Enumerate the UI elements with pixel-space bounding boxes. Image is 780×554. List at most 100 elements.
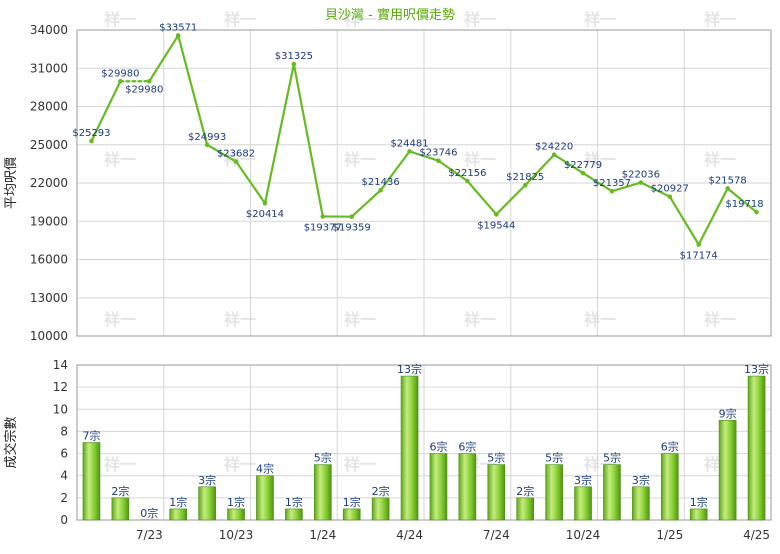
- xtick-4: 7/24: [483, 528, 510, 542]
- top-ytick-2: 16000: [30, 253, 68, 267]
- top-ytick-3: 19000: [30, 214, 68, 228]
- line-label-16: $24220: [535, 142, 573, 153]
- watermark-0-0: 祥一: [104, 10, 136, 29]
- line-point-2: [147, 79, 152, 84]
- bottom-ytick-7: 14: [53, 358, 68, 372]
- bar-7: [285, 509, 302, 520]
- bar-label-13: 6宗: [458, 440, 476, 454]
- bottom-ytick-6: 12: [53, 380, 68, 394]
- line-label-15: $21825: [506, 172, 544, 183]
- line-label-12: $23746: [419, 148, 457, 159]
- watermark-0-5: 祥一: [704, 10, 736, 29]
- bar-5: [228, 509, 245, 520]
- line-point-3: [176, 33, 181, 38]
- top-ytick-7: 31000: [30, 61, 68, 75]
- bottom-ytick-4: 8: [60, 424, 68, 438]
- line-label-4: $24993: [188, 132, 226, 143]
- watermark-3-1: 祥一: [224, 455, 256, 474]
- watermark-1-5: 祥一: [704, 150, 736, 169]
- bar-20: [661, 454, 678, 520]
- bar-label-16: 5宗: [545, 451, 563, 465]
- line-label-6: $20414: [246, 209, 284, 220]
- line-label-13: $22156: [448, 168, 486, 179]
- bottom-ytick-0: 0: [60, 513, 68, 527]
- top-ytick-8: 34000: [30, 23, 68, 37]
- line-point-0: [89, 139, 94, 144]
- xtick-6: 1/25: [656, 528, 683, 542]
- bar-label-18: 5宗: [603, 451, 621, 465]
- top-ytick-4: 22000: [30, 176, 68, 190]
- bar-label-11: 13宗: [397, 362, 422, 376]
- line-point-18: [610, 189, 615, 194]
- bar-label-7: 1宗: [285, 495, 303, 509]
- line-label-19: $22036: [622, 170, 660, 181]
- top-ytick-5: 25000: [30, 138, 68, 152]
- line-point-22: [725, 186, 730, 191]
- bar-label-22: 9宗: [719, 406, 737, 420]
- line-label-9: $19359: [333, 223, 371, 234]
- bar-label-8: 5宗: [314, 451, 332, 465]
- bar-label-14: 5宗: [487, 451, 505, 465]
- line-point-6: [263, 201, 268, 206]
- bar-label-17: 3宗: [574, 473, 592, 487]
- watermark-3-0: 祥一: [104, 455, 136, 474]
- line-label-5: $23682: [217, 149, 255, 160]
- line-label-20: $20927: [651, 184, 689, 195]
- bar-8: [314, 465, 331, 520]
- bar-label-1: 2宗: [111, 484, 129, 498]
- bar-23: [748, 376, 765, 520]
- bar-label-9: 1宗: [343, 495, 361, 509]
- line-point-16: [552, 152, 557, 157]
- line-point-7: [292, 62, 297, 67]
- bar-label-3: 1宗: [169, 495, 187, 509]
- bar-3: [170, 509, 187, 520]
- watermark-2-4: 祥一: [584, 310, 616, 329]
- top-ytick-0: 10000: [30, 329, 68, 343]
- bar-label-10: 2宗: [372, 484, 390, 498]
- xtick-0: 7/23: [136, 528, 163, 542]
- line-segment-7: [294, 64, 323, 216]
- line-point-20: [667, 194, 672, 199]
- line-label-2: $29980: [125, 84, 163, 95]
- xtick-2: 1/24: [309, 528, 336, 542]
- bar-label-2: 0宗: [140, 506, 158, 520]
- line-point-15: [523, 183, 528, 188]
- bar-16: [546, 465, 563, 520]
- line-point-1: [118, 79, 123, 84]
- line-segment-13: [467, 181, 496, 214]
- line-point-14: [494, 212, 499, 217]
- bottom-ylabel: 成交宗數: [3, 416, 19, 468]
- watermark-0-3: 祥一: [464, 10, 496, 29]
- watermark-1-2: 祥一: [344, 150, 376, 169]
- bar-19: [632, 487, 649, 520]
- line-segment-6: [265, 64, 294, 203]
- line-segment-3: [178, 35, 207, 144]
- xtick-5: 10/24: [566, 528, 601, 542]
- line-point-21: [696, 242, 701, 247]
- line-segment-21: [699, 188, 728, 244]
- bar-label-4: 3宗: [198, 473, 216, 487]
- watermark-2-1: 祥一: [224, 310, 256, 329]
- bar-10: [372, 498, 389, 520]
- xtick-1: 10/23: [219, 528, 254, 542]
- bar-1: [112, 498, 129, 520]
- bar-9: [343, 509, 360, 520]
- bar-label-0: 7宗: [82, 429, 100, 443]
- bar-14: [488, 465, 505, 520]
- watermark-0-1: 祥一: [224, 10, 256, 29]
- line-point-13: [465, 179, 470, 184]
- bar-12: [430, 454, 447, 520]
- bar-18: [603, 465, 620, 520]
- bar-label-19: 3宗: [632, 473, 650, 487]
- line-point-10: [378, 188, 383, 193]
- bottom-ytick-1: 2: [60, 491, 68, 505]
- watermark-2-0: 祥一: [104, 310, 136, 329]
- chart-title: 貝沙灣 - 實用呎價走勢: [325, 7, 455, 23]
- top-ylabel: 平均呎價: [4, 157, 19, 209]
- line-point-11: [407, 149, 412, 154]
- bar-13: [459, 454, 476, 520]
- line-point-17: [581, 171, 586, 176]
- bar-0: [83, 443, 100, 521]
